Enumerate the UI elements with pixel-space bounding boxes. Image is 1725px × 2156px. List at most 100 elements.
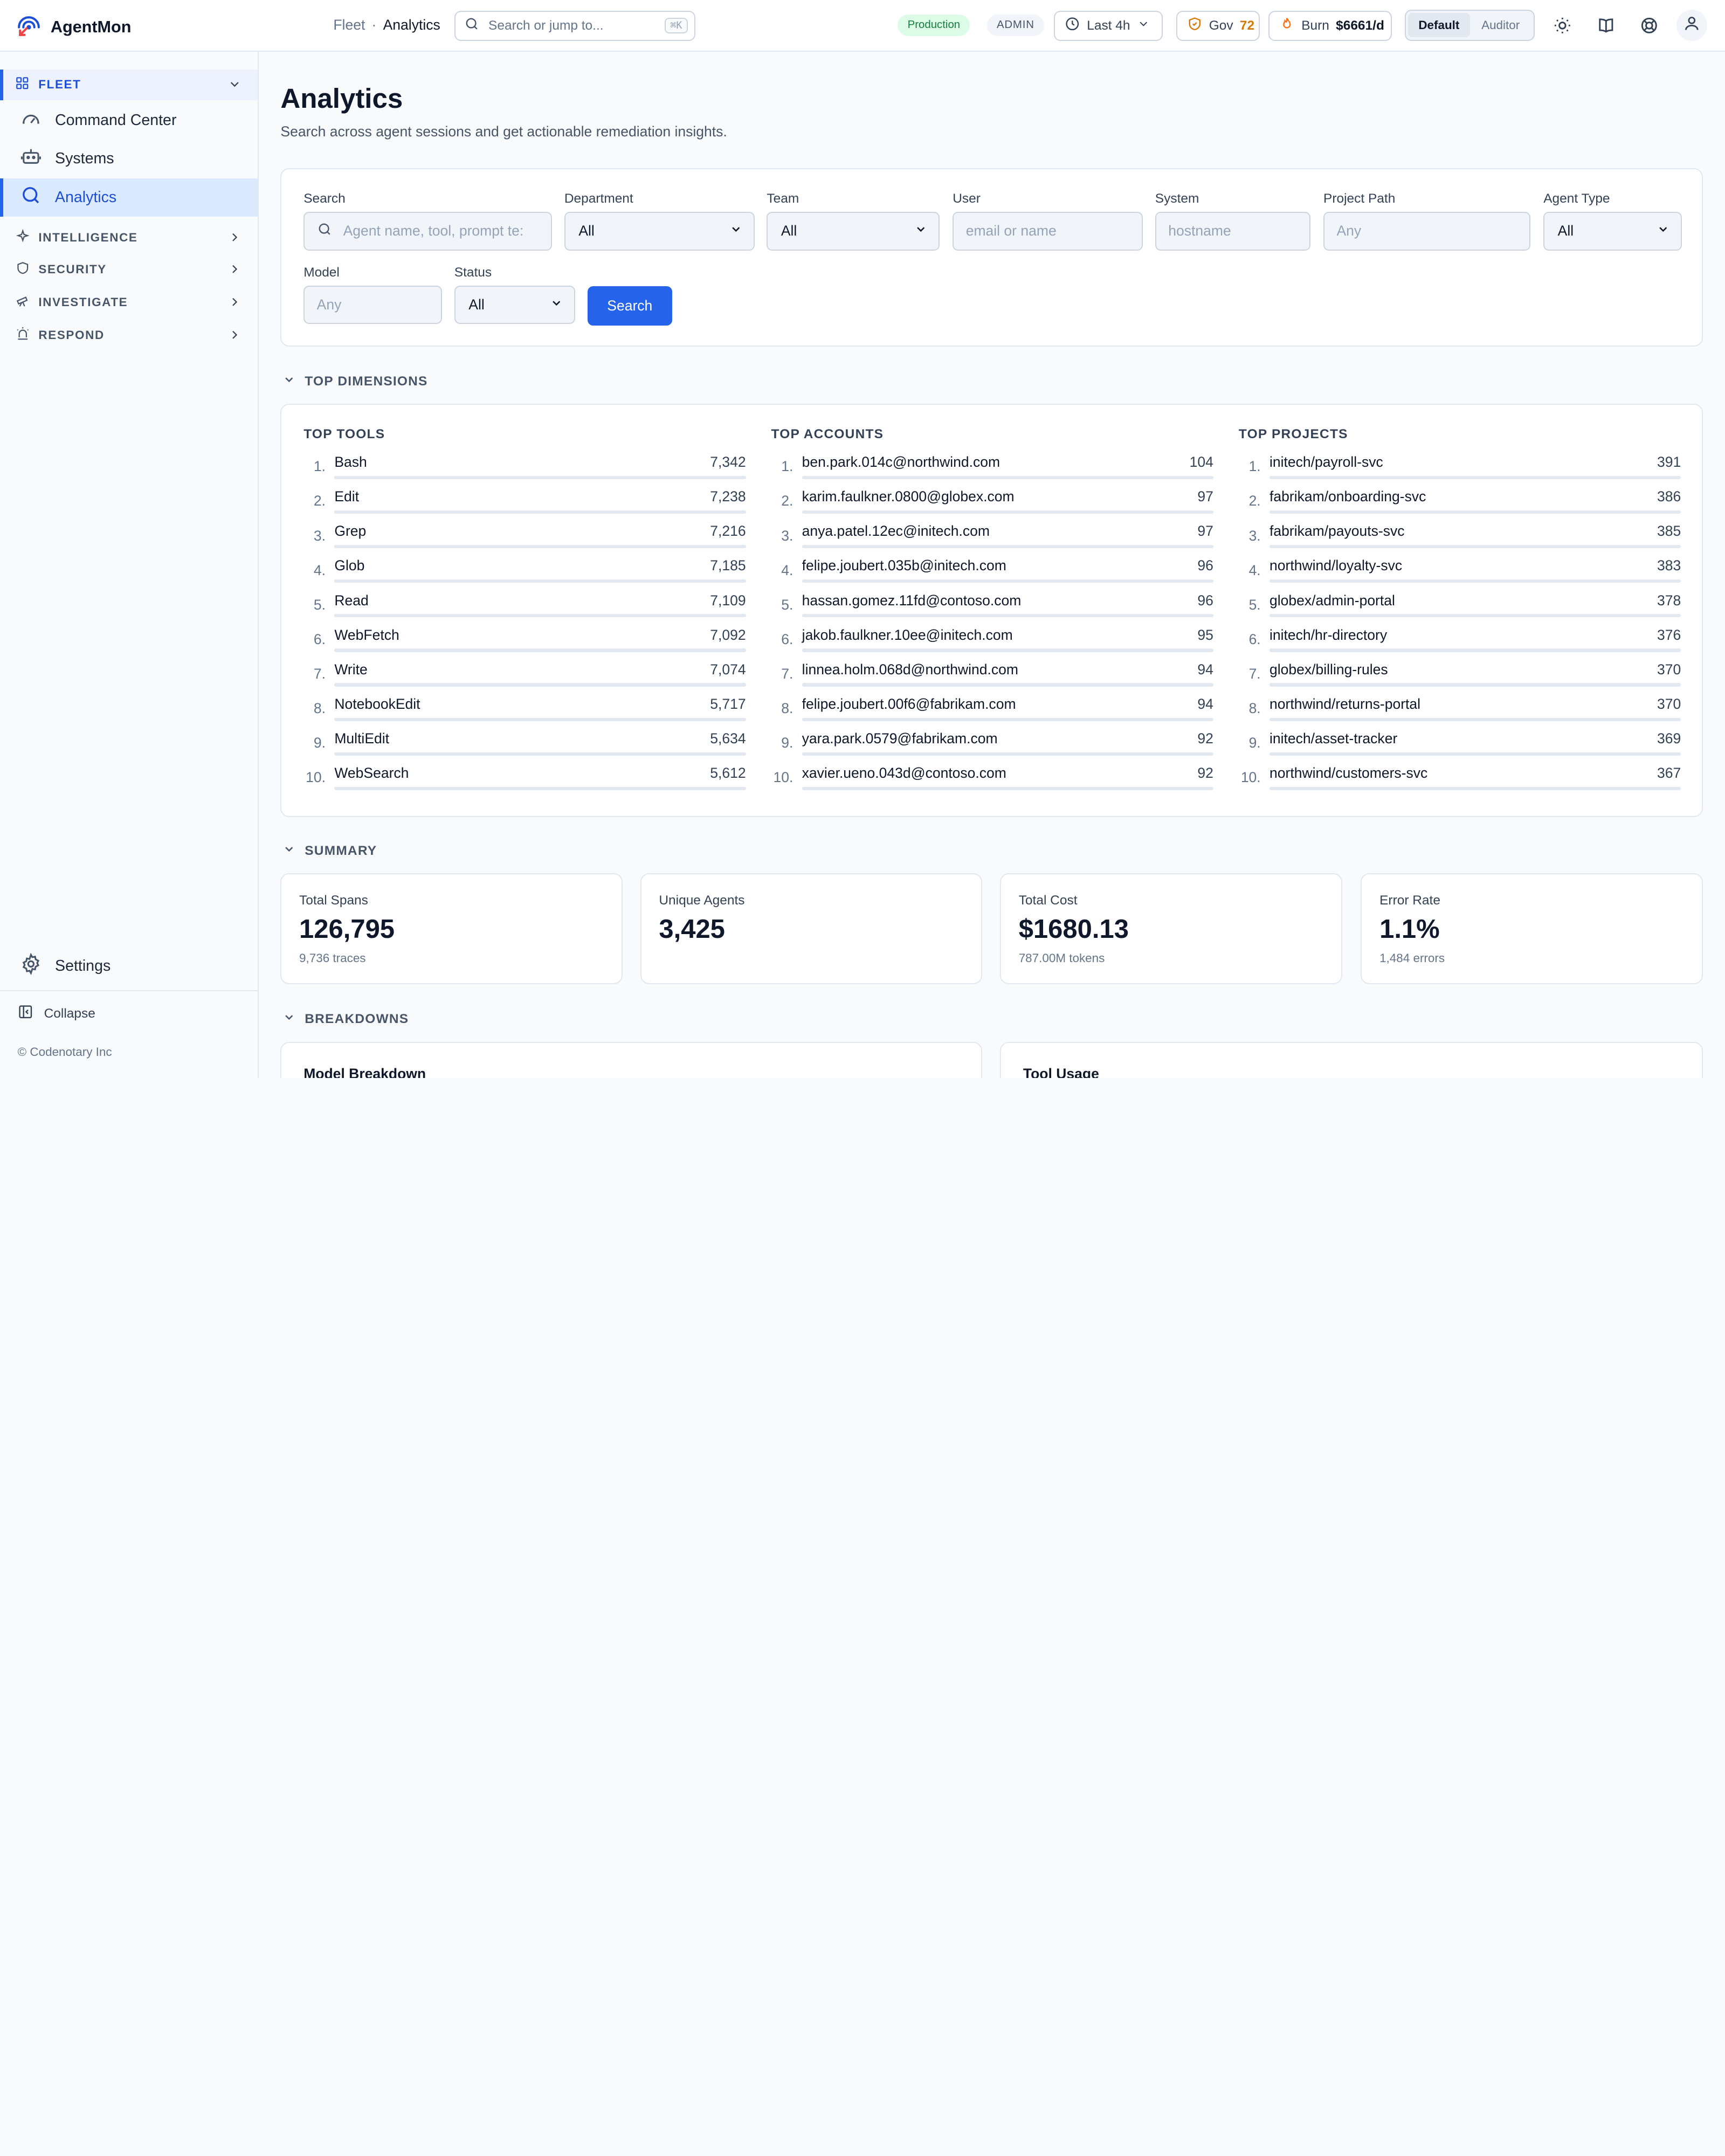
stat-card-total-spans: Total Spans 126,795 9,736 traces	[280, 873, 623, 985]
section-title: BREAKDOWNS	[305, 1012, 409, 1027]
list-item[interactable]: 10. WebSearch 5,612	[303, 764, 746, 798]
list-item[interactable]: 7. Write 7,074	[303, 660, 746, 695]
list-item[interactable]: 9. yara.park.0579@fabrikam.com 92	[771, 729, 1213, 764]
section-toggle-summary[interactable]: SUMMARY	[282, 842, 377, 859]
burn-rate-button[interactable]: Burn $6661/d	[1268, 11, 1392, 41]
list-item[interactable]: 6. initech/hr-directory 376	[1239, 626, 1681, 660]
list-item-rank: 7.	[1248, 665, 1261, 682]
sidebar-item-settings[interactable]: Settings	[0, 947, 258, 985]
stat-card-unique-agents: Unique Agents 3,425	[640, 873, 983, 985]
agent-type-select[interactable]: All	[1543, 212, 1682, 251]
governance-score-button[interactable]: Gov 72	[1176, 11, 1260, 41]
help-lifebuoy-icon[interactable]	[1637, 13, 1661, 37]
list-item-count: 385	[1657, 523, 1681, 540]
breadcrumb-parent[interactable]: Fleet	[333, 16, 365, 33]
list-item-count: 97	[1197, 488, 1213, 505]
list-item-count: 7,238	[710, 488, 746, 505]
user-avatar[interactable]	[1676, 10, 1708, 41]
system-input[interactable]: hostname	[1155, 212, 1310, 251]
list-item-bar	[334, 545, 746, 549]
list-item-count: 96	[1197, 592, 1213, 609]
list-item-count: 92	[1197, 730, 1213, 747]
filter-label: Agent Type	[1543, 191, 1610, 206]
list-item[interactable]: 5. Read 7,109	[303, 591, 746, 625]
time-range-dropdown[interactable]: Last 4h	[1054, 11, 1163, 41]
sidebar-section-label: SECURITY	[38, 262, 107, 276]
sidebar-section-fleet[interactable]: FLEET	[0, 69, 258, 100]
stat-value: 126,795	[299, 914, 395, 944]
list-item[interactable]: 4. felipe.joubert.035b@initech.com 96	[771, 556, 1213, 591]
status-select[interactable]: All	[454, 285, 576, 324]
app-root: AgentMon Fleet · Analytics Search or jum…	[0, 10, 1725, 1078]
collapse-sidebar-button[interactable]: Collapse	[18, 1004, 95, 1024]
list-item[interactable]: 3. Grep 7,216	[303, 522, 746, 556]
list-item[interactable]: 2. Edit 7,238	[303, 487, 746, 522]
list-item-bar	[802, 545, 1213, 549]
filter-label: User	[953, 191, 981, 206]
list-item-count: 7,216	[710, 523, 746, 540]
list-item[interactable]: 7. linnea.holm.068d@northwind.com 94	[771, 660, 1213, 695]
list-item[interactable]: 8. northwind/returns-portal 370	[1239, 695, 1681, 729]
filter-label: Team	[767, 191, 799, 206]
list-item[interactable]: 2. karim.faulkner.0800@globex.com 97	[771, 487, 1213, 522]
sidebar-item-label: Command Center	[55, 111, 177, 129]
list-item[interactable]: 9. initech/asset-tracker 369	[1239, 729, 1681, 764]
shield-check-icon	[1187, 16, 1203, 36]
list-item[interactable]: 4. northwind/loyalty-svc 383	[1239, 556, 1681, 591]
list-item-name: felipe.joubert.035b@initech.com	[802, 557, 1006, 574]
list-item-rank: 4.	[781, 562, 794, 578]
list-item[interactable]: 6. WebFetch 7,092	[303, 626, 746, 660]
list-item-name: karim.faulkner.0800@globex.com	[802, 488, 1015, 505]
sidebar-section-intelligence[interactable]: INTELLIGENCE	[0, 222, 258, 253]
project-path-input[interactable]: Any	[1323, 212, 1530, 251]
brand[interactable]: AgentMon	[16, 12, 131, 43]
list-item[interactable]: 2. fabrikam/onboarding-svc 386	[1239, 487, 1681, 522]
sidebar-section-respond[interactable]: RESPOND	[0, 320, 258, 351]
list-item[interactable]: 3. anya.patel.12ec@initech.com 97	[771, 522, 1213, 556]
sidebar-section-security[interactable]: SECURITY	[0, 254, 258, 285]
list-item-count: 92	[1197, 764, 1213, 781]
search-button[interactable]: Search	[587, 286, 672, 326]
section-toggle-breakdowns[interactable]: BREAKDOWNS	[282, 1011, 409, 1027]
shield-icon	[16, 261, 30, 279]
stat-subtext: 9,736 traces	[299, 951, 366, 965]
list-item[interactable]: 9. MultiEdit 5,634	[303, 729, 746, 764]
docs-book-icon[interactable]	[1594, 13, 1618, 37]
list-item[interactable]: 4. Glob 7,185	[303, 556, 746, 591]
sidebar-item-systems[interactable]: Systems	[0, 140, 258, 178]
list-item[interactable]: 3. fabrikam/payouts-svc 385	[1239, 522, 1681, 556]
top-projects-list: TOP PROJECTS 1. initech/payroll-svc 391 2. f…	[1239, 427, 1681, 798]
list-item-bar	[334, 683, 746, 687]
list-item[interactable]: 1. initech/payroll-svc 391	[1239, 453, 1681, 487]
chevron-right-icon	[227, 230, 242, 248]
list-item[interactable]: 10. xavier.ueno.043d@contoso.com 92	[771, 764, 1213, 798]
sidebar-item-label: Systems	[55, 150, 114, 168]
team-select[interactable]: All	[767, 212, 940, 251]
global-search-input[interactable]: Search or jump to... ⌘K	[454, 11, 695, 41]
department-select[interactable]: All	[564, 212, 755, 251]
view-mode-auditor[interactable]: Auditor	[1481, 18, 1520, 32]
user-input[interactable]: email or name	[953, 212, 1143, 251]
list-item[interactable]: 10. northwind/customers-svc 367	[1239, 764, 1681, 798]
sidebar-item-analytics[interactable]: Analytics	[0, 178, 258, 217]
list-item[interactable]: 1. ben.park.014c@northwind.com 104	[771, 453, 1213, 487]
chevron-down-icon	[550, 296, 563, 313]
list-item[interactable]: 8. NotebookEdit 5,717	[303, 695, 746, 729]
section-toggle-top-dimensions[interactable]: TOP DIMENSIONS	[282, 373, 427, 390]
list-item[interactable]: 7. globex/billing-rules 370	[1239, 660, 1681, 695]
shortcut-badge: ⌘K	[665, 18, 688, 34]
list-item[interactable]: 8. felipe.joubert.00f6@fabrikam.com 94	[771, 695, 1213, 729]
sidebar-section-investigate[interactable]: INVESTIGATE	[0, 287, 258, 318]
model-input[interactable]: Any	[303, 285, 443, 324]
filter-label: System	[1155, 191, 1199, 206]
list-item[interactable]: 1. Bash 7,342	[303, 453, 746, 487]
model-input-placeholder: Any	[316, 296, 342, 313]
list-item[interactable]: 5. globex/admin-portal 378	[1239, 591, 1681, 625]
list-item-rank: 4.	[1248, 562, 1261, 578]
sidebar-item-command-center[interactable]: Command Center	[0, 101, 258, 140]
theme-toggle-sun-icon[interactable]	[1550, 13, 1574, 37]
view-mode-default[interactable]: Default	[1408, 13, 1470, 38]
list-item[interactable]: 6. jakob.faulkner.10ee@initech.com 95	[771, 626, 1213, 660]
search-input[interactable]: Agent name, tool, prompt te:	[303, 212, 553, 251]
list-item[interactable]: 5. hassan.gomez.11fd@contoso.com 96	[771, 591, 1213, 625]
